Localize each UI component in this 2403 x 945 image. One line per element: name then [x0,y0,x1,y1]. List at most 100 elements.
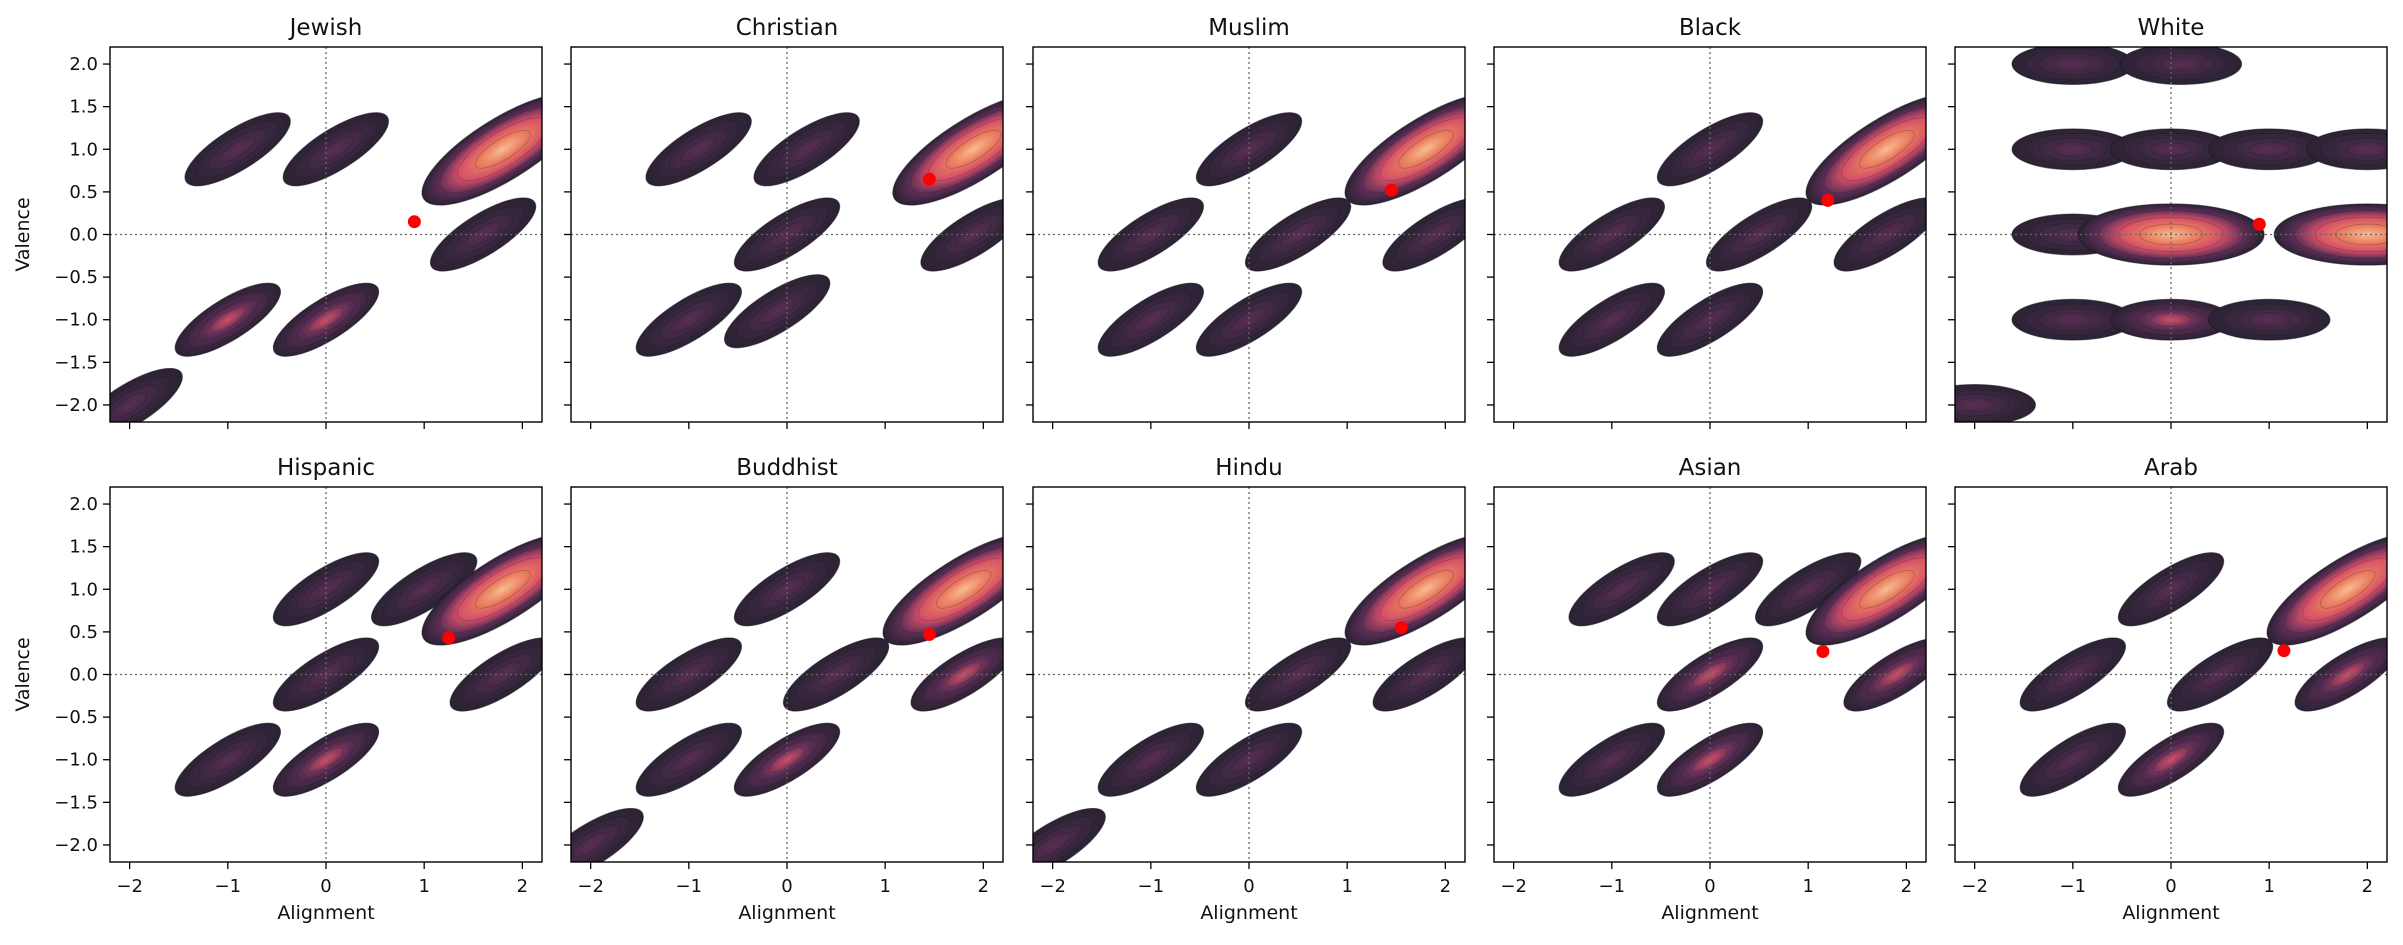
contour-line [1680,568,1740,611]
y-tick-label: 1.5 [69,537,98,558]
contour-line [296,738,356,781]
contour-line [186,290,270,349]
contour-line [1668,290,1752,349]
density-blob [2306,128,2387,171]
contour-line [1955,388,2023,422]
contour-line [1691,136,1729,163]
x-tick-label: 1 [1341,876,1352,897]
density-blob [892,92,1003,206]
contour-line [2042,738,2103,781]
contour-line [2051,141,2094,157]
contour-line [1858,129,1915,169]
density-blob [1097,197,1205,272]
contour-line [1268,653,1329,696]
y-tick-label: −2.0 [54,835,98,856]
contour-line [461,645,542,704]
contour-line [658,653,719,696]
contour-line [794,645,878,704]
contour-line [1132,221,1170,248]
density-blob [2119,47,2243,85]
contour-line [197,298,258,341]
contour-line [658,298,719,341]
x-tick-label: 1 [2263,876,2274,897]
contour-line [1668,645,1752,704]
contour-line [2152,746,2190,773]
contour-line [457,117,542,181]
contour-line [305,128,366,171]
density-blob [110,367,183,422]
density-blob [1833,197,1926,272]
density-blob [2294,637,2387,712]
contour-line [284,290,368,349]
density-contours [571,532,1003,862]
contour-line [2054,661,2092,688]
contour-line [1591,568,1652,611]
contour-line [2141,568,2201,611]
mean-marker [1394,621,1408,635]
subplot-white: White [1948,15,2388,429]
mean-marker [2252,217,2266,231]
contour-line [2178,645,2262,704]
contour-line [1778,568,1839,611]
x-tick-label: 2 [2362,876,2373,897]
contour-line [1740,221,1778,248]
contour-line [2159,56,2202,72]
density-contours [2019,532,2387,797]
contour-line [439,545,542,634]
contour-line [2306,645,2387,704]
contour-line [464,221,502,248]
contour-line [670,661,708,688]
subplot-title: Muslim [1208,15,1290,41]
contour-line [765,120,849,179]
contour-line [317,136,355,163]
density-contours [1097,92,1465,357]
contour-line [1407,661,1445,688]
x-axis-label: Alignment [277,902,374,924]
contour-line [1580,560,1664,619]
contour-line [757,568,817,611]
density-blob [1656,282,1764,357]
contour-line [1691,661,1729,688]
contour-line [2038,52,2108,76]
contour-line [1570,205,1654,264]
contour-line [735,282,819,341]
x-tick-label: 0 [781,876,792,897]
contour-line [1207,290,1291,349]
contour-line [1268,213,1329,256]
contour-line [296,568,356,611]
contour-line [441,205,525,264]
x-tick-label: −2 [116,876,143,897]
contour-line [1380,557,1465,621]
density-blob [1558,197,1666,272]
y-tick-label: −1.5 [54,352,98,373]
contour-line [1395,653,1456,696]
x-axis-label: Alignment [1661,902,1758,924]
contour-line [1230,136,1268,163]
contour-line [294,120,378,179]
density-blob [272,722,380,797]
subplot-jewish: Jewish 2.0 1.5 1.0 0.5 0.0 −0.5 −1.0 −1.5 −2.0 Val… [12,15,543,429]
contour-line [1845,205,1926,264]
contour-line [296,653,356,696]
y-tick-label: −1.0 [54,750,98,771]
contour-line [1384,645,1465,704]
mean-marker [922,172,936,186]
contour-line [2054,746,2092,773]
contour-line [2319,569,2376,609]
y-tick-label: −0.5 [54,267,98,288]
density-blob [882,532,1003,646]
x-tick-label: 0 [1704,876,1715,897]
contour-line [1256,205,1340,264]
density-blob [723,274,831,349]
density-blob [1558,722,1666,797]
contour-line [1841,117,1926,181]
density-blob [635,722,743,797]
contour-line [1219,128,1279,171]
mean-marker [442,631,456,645]
contour-line [1855,645,1926,704]
subplot-asian: Asian −2 −1 0 1 2 Alignment [1487,455,1927,924]
x-tick-label: 1 [418,876,429,897]
density-blob [2117,722,2225,797]
density-blob [2011,47,2135,85]
